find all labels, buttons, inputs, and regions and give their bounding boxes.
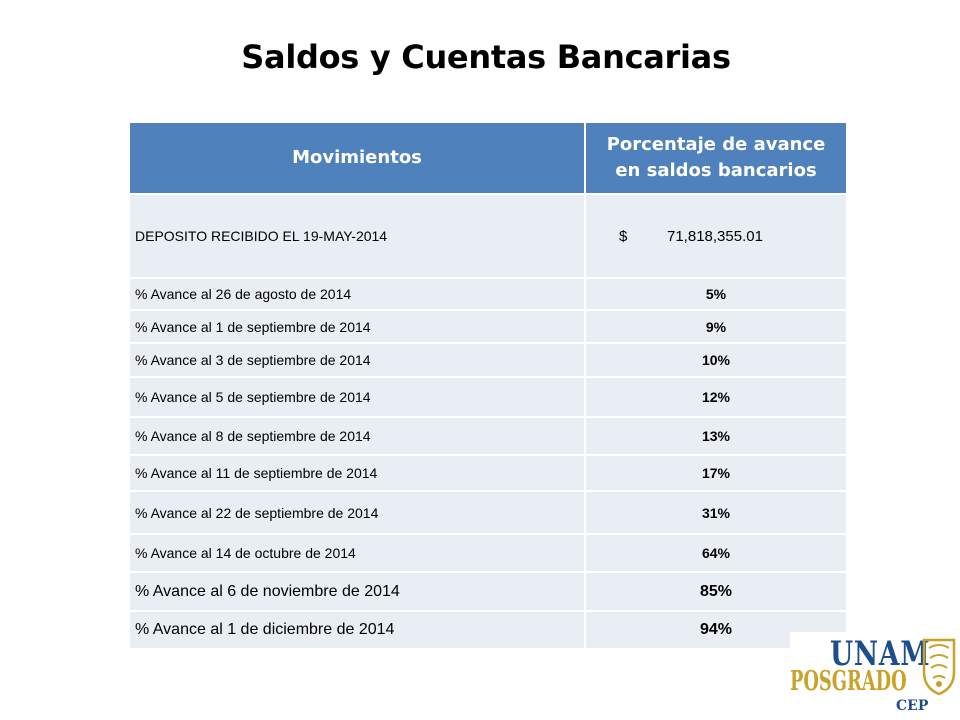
row-label: % Avance al 11 de septiembre de 2014 bbox=[128, 454, 586, 492]
row-value: 17% bbox=[584, 454, 848, 492]
logo-posgrado-text: POSGRADO bbox=[790, 666, 907, 697]
logo-unam-text: UNAM bbox=[830, 634, 931, 674]
currency-sign: $ bbox=[619, 227, 628, 245]
header-porcentaje-text: Porcentaje de avance en saldos bancarios bbox=[606, 134, 826, 181]
row-label: % Avance al 6 de noviembre de 2014 bbox=[128, 571, 586, 612]
row-value: 10% bbox=[584, 342, 848, 378]
table-header-row: Movimientos Porcentaje de avance en sald… bbox=[128, 121, 848, 195]
balances-table: Movimientos Porcentaje de avance en sald… bbox=[128, 121, 848, 650]
table-row: % Avance al 1 de diciembre de 2014 94% bbox=[128, 610, 848, 650]
row-label: % Avance al 1 de diciembre de 2014 bbox=[128, 610, 586, 650]
row-label: % Avance al 3 de septiembre de 2014 bbox=[128, 342, 586, 378]
row-value: 85% bbox=[584, 571, 848, 612]
deposit-amount: $71,818,355.01 bbox=[591, 228, 763, 245]
table-row: % Avance al 22 de septiembre de 2014 31% bbox=[128, 490, 848, 535]
logo-cep-text: CEP bbox=[896, 698, 929, 714]
row-label: % Avance al 1 de septiembre de 2014 bbox=[128, 309, 586, 344]
row-label: % Avance al 26 de agosto de 2014 bbox=[128, 277, 586, 311]
deposit-label: DEPOSITO RECIBIDO EL 19-MAY-2014 bbox=[128, 193, 586, 279]
row-label: % Avance al 22 de septiembre de 2014 bbox=[128, 490, 586, 535]
row-value: 9% bbox=[584, 309, 848, 344]
row-label: % Avance al 5 de septiembre de 2014 bbox=[128, 376, 586, 418]
slide-title: Saldos y Cuentas Bancarias bbox=[241, 38, 731, 76]
deposit-amount-cell: $71,818,355.01 bbox=[584, 193, 848, 279]
row-label: % Avance al 14 de octubre de 2014 bbox=[128, 533, 586, 573]
table-row: % Avance al 6 de noviembre de 2014 85% bbox=[128, 571, 848, 612]
table-row: % Avance al 11 de septiembre de 2014 17% bbox=[128, 454, 848, 492]
table-row: % Avance al 8 de septiembre de 2014 13% bbox=[128, 416, 848, 456]
row-value: 64% bbox=[584, 533, 848, 573]
header-movimientos: Movimientos bbox=[128, 121, 586, 195]
row-value: 94% bbox=[584, 610, 848, 650]
table-row: % Avance al 5 de septiembre de 2014 12% bbox=[128, 376, 848, 418]
table-row: % Avance al 26 de agosto de 2014 5% bbox=[128, 277, 848, 311]
header-porcentaje: Porcentaje de avance en saldos bancarios bbox=[584, 121, 848, 195]
row-label: % Avance al 8 de septiembre de 2014 bbox=[128, 416, 586, 456]
table-row: % Avance al 3 de septiembre de 2014 10% bbox=[128, 342, 848, 378]
row-value: 31% bbox=[584, 490, 848, 535]
unam-posgrado-logo: UNAM POSGRADO CEP bbox=[790, 632, 960, 720]
table-row: % Avance al 1 de septiembre de 2014 9% bbox=[128, 309, 848, 344]
amount-value: 71,818,355.01 bbox=[667, 227, 763, 245]
table-row: % Avance al 14 de octubre de 2014 64% bbox=[128, 533, 848, 573]
unam-seal-icon bbox=[922, 638, 956, 696]
row-value: 5% bbox=[584, 277, 848, 311]
deposit-row: DEPOSITO RECIBIDO EL 19-MAY-2014 $71,818… bbox=[128, 193, 848, 279]
row-value: 13% bbox=[584, 416, 848, 456]
row-value: 12% bbox=[584, 376, 848, 418]
